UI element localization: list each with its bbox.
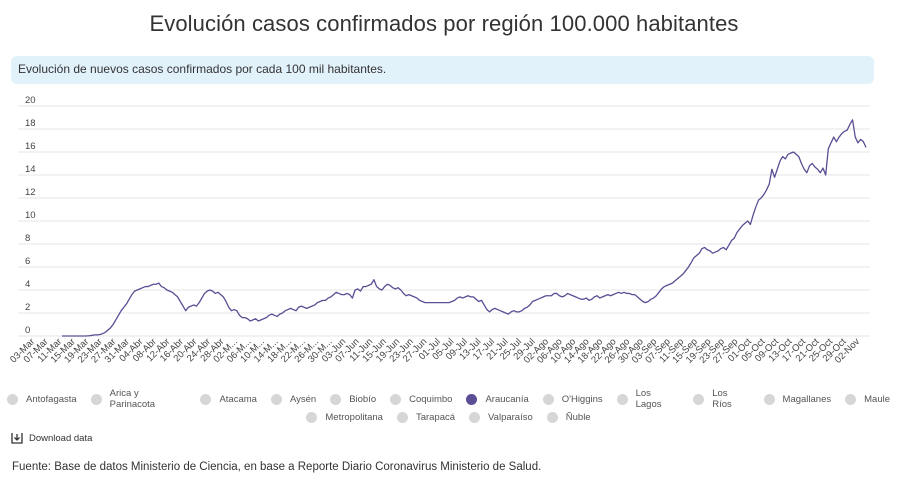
legend-label: Ñuble	[565, 412, 591, 423]
legend-label: Aysén	[289, 393, 317, 405]
legend-marker-icon	[396, 412, 408, 423]
legend-marker-icon	[7, 393, 18, 405]
y-tick-label: 6	[25, 256, 30, 267]
legend-marker-icon	[546, 412, 558, 423]
legend-marker-icon	[306, 412, 318, 423]
download-data-button[interactable]: Download data	[11, 432, 92, 444]
legend-row-1: Antofagasta Arica y Parinacota Atacama Aysé…	[0, 388, 897, 410]
legend-item[interactable]: Magallanes	[763, 388, 832, 410]
legend-item[interactable]: Antofagasta	[7, 388, 77, 410]
legend-row-2: Metropolitana Tarapacá Valparaíso Ñuble	[0, 412, 897, 423]
legend-label: Maule	[864, 393, 890, 405]
y-tick-label: 10	[25, 210, 36, 221]
legend-label: Los Lagos	[635, 388, 662, 410]
legend-item[interactable]: Valparaíso	[469, 412, 533, 423]
legend-marker-icon	[616, 393, 628, 405]
download-label: Download data	[29, 432, 93, 444]
legend-item[interactable]: Atacama	[200, 388, 257, 410]
legend-label: O'Higgins	[561, 393, 603, 405]
legend-item[interactable]: Los Lagos	[616, 388, 680, 410]
legend-marker-icon	[200, 393, 212, 405]
legend-item[interactable]: Biobío	[330, 388, 376, 410]
y-tick-label: 20	[25, 95, 36, 106]
legend-label: Arica y Parinacota	[109, 388, 156, 410]
y-tick-label: 14	[25, 164, 36, 175]
y-tick-label: 16	[25, 141, 36, 152]
legend-marker-icon	[466, 393, 478, 405]
download-icon	[11, 433, 23, 444]
legend-item[interactable]: O'Higgins	[542, 388, 603, 410]
legend-item[interactable]: Tarapacá	[396, 412, 456, 423]
legend-item[interactable]: Metropolitana	[306, 412, 383, 423]
legend-marker-icon	[763, 393, 775, 405]
page-title: Evolución casos confirmados por región 1…	[149, 11, 739, 36]
legend-marker-icon	[542, 393, 554, 405]
legend-item[interactable]: Arica y Parinacota	[90, 388, 187, 410]
legend-label: Valparaíso	[488, 412, 533, 423]
legend-label: Magallanes	[782, 393, 832, 405]
gridlines	[18, 105, 870, 337]
source-note: Fuente: Base de datos Ministerio de Cien…	[12, 461, 542, 473]
legend-marker-icon	[693, 393, 705, 405]
legend-item[interactable]: Araucanía	[466, 388, 529, 410]
chart-description: Evolución de nuevos casos confirmados po…	[11, 56, 874, 84]
series-layer	[62, 119, 867, 337]
legend-marker-icon	[390, 393, 402, 405]
legend-marker-icon	[330, 393, 342, 405]
legend-label: Tarapacá	[415, 412, 456, 423]
legend-label: Los Ríos	[712, 388, 732, 410]
y-tick-label: 18	[25, 118, 36, 129]
y-tick-label: 0	[25, 325, 30, 336]
y-tick-label: 8	[25, 233, 30, 244]
y-axis-ticks: 0 2 4 6 8 10 12 14 16 18 20	[25, 95, 36, 336]
legend-item[interactable]: Los Ríos	[693, 388, 749, 410]
y-tick-label: 12	[25, 187, 36, 198]
legend-item[interactable]: Ñuble	[546, 412, 591, 423]
legend-label: Metropolitana	[325, 412, 383, 423]
legend-label: Coquimbo	[409, 393, 453, 405]
legend-label: Atacama	[219, 393, 257, 405]
legend-item[interactable]: Coquimbo	[390, 388, 452, 410]
y-tick-label: 4	[25, 279, 30, 290]
legend-item[interactable]: Aysén	[270, 388, 317, 410]
legend-label: Antofagasta	[26, 393, 77, 405]
legend-label: Biobío	[349, 393, 377, 405]
x-axis-ticks: 03-Mar07-Mar11-Mar15-Mar19-Mar23-Mar27-M…	[8, 336, 862, 366]
legend-label: Araucanía	[485, 393, 529, 405]
legend-marker-icon	[270, 393, 282, 405]
legend-marker-icon	[845, 393, 857, 405]
legend-item[interactable]: Maule	[845, 388, 890, 410]
series-line	[62, 119, 867, 337]
legend-marker-icon	[469, 412, 481, 423]
y-tick-label: 2	[25, 302, 30, 313]
legend-marker-icon	[90, 393, 102, 405]
